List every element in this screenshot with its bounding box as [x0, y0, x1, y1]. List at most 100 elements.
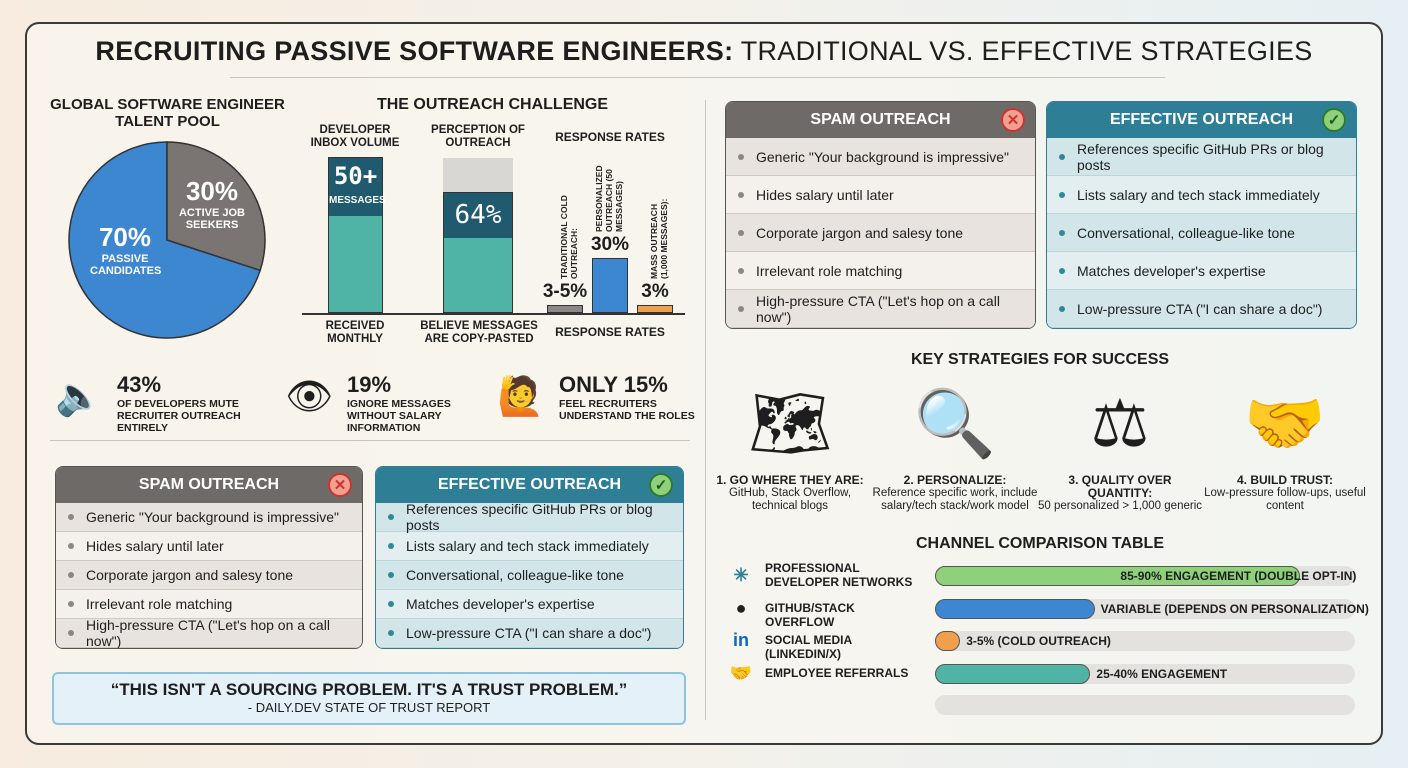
- list-item: High-pressure CTA ("Let's hop on a call …: [726, 290, 1035, 328]
- response-caption: RESPONSE RATES: [555, 325, 665, 339]
- channel-track: [935, 566, 1355, 586]
- channel-bar: [935, 631, 961, 651]
- spam-title: SPAM OUTREACH: [138, 476, 280, 493]
- list-item: Irrelevant role matching: [726, 252, 1035, 290]
- response-bar: [547, 305, 583, 313]
- strategy-title: 4. BUILD TRUST:: [1237, 473, 1333, 487]
- spam-header: SPAM OUTREACH ✕: [726, 102, 1035, 138]
- pie-slice-passive: [68, 141, 262, 339]
- column-divider: [705, 100, 706, 720]
- stat-value: 19%: [347, 372, 392, 397]
- passive-label: 70% PASSIVE CANDIDATES: [90, 222, 162, 277]
- list-item: Irrelevant role matching: [56, 590, 362, 619]
- channel-bar: [935, 598, 1095, 619]
- card-effective: EFFECTIVE OUTREACH ✓ References specific G…: [1046, 101, 1357, 329]
- list-item: References specific GitHub PRs or blog p…: [376, 501, 683, 533]
- response-value: 3-5%: [542, 281, 588, 302]
- response-title: RESPONSE RATES: [555, 130, 665, 144]
- effective-title: EFFECTIVE OUTREACH: [437, 476, 622, 493]
- inbox-title: DEVELOPER INBOX VOLUME: [310, 124, 400, 149]
- baseline: [302, 313, 685, 315]
- stat-text: OF DEVELOPERS MUTE RECRUITER OUTREACH EN…: [117, 398, 241, 434]
- channels-title: CHANNEL COMPARISON TABLE: [916, 535, 1164, 552]
- page-title: RECRUITING PASSIVE SOFTWARE ENGINEERS: T…: [95, 36, 1313, 66]
- list-item: Conversational, colleague-like tone: [376, 561, 683, 590]
- effective-title: EFFECTIVE OUTREACH: [1109, 111, 1294, 128]
- card-effective: EFFECTIVE OUTREACH ✓ References specific G…: [375, 466, 684, 649]
- list-item: Low-pressure CTA ("I can share a doc"): [1047, 290, 1356, 328]
- channel-label: 3-5% (COLD OUTREACH): [966, 634, 1111, 648]
- eye-dollar-icon: 👁: [285, 376, 334, 418]
- strategy-title: 2. PERSONALIZE:: [903, 473, 1007, 487]
- stat-value: ONLY 15%: [559, 372, 668, 397]
- channel-track: [935, 663, 1355, 684]
- quote-text: “THIS ISN'T A SOURCING PROBLEM. IT'S A T…: [110, 680, 628, 699]
- x-circle-icon: ✕: [1001, 108, 1025, 132]
- magnifier-wrench-person-icon: 🔍: [913, 386, 997, 460]
- quote-box: “THIS ISN'T A SOURCING PROBLEM. IT'S A T…: [52, 672, 686, 725]
- list-item: Generic "Your background is impressive": [726, 138, 1035, 176]
- list-item: Lists salary and tech stack immediately: [1047, 176, 1356, 214]
- response-label: TRADITIONAL COLD OUTREACH:: [559, 195, 579, 279]
- quote-source: - DAILY.DEV STATE OF TRUST REPORT: [247, 700, 491, 715]
- list-item: References specific GitHub PRs or blog p…: [1047, 138, 1356, 176]
- channel-track: [935, 631, 1355, 651]
- channel-name: EMPLOYEE REFERRALS: [765, 665, 909, 680]
- stat-text: IGNORE MESSAGES WITHOUT SALARY INFORMATI…: [347, 398, 451, 434]
- channel-label: 85-90% ENGAGEMENT (DOUBLE OPT-IN): [1120, 569, 1357, 583]
- strategy-caption: 3. QUALITY OVER QUANTITY: 50 personalized…: [1035, 474, 1205, 513]
- strategy-title: 1. GO WHERE THEY ARE:: [716, 473, 864, 487]
- response-label: MASS OUTREACH (1,000 MESSAGES):: [649, 198, 669, 279]
- list-item: Lists salary and tech stack immediately: [376, 532, 683, 561]
- github-icon: ●: [735, 597, 747, 618]
- list-item: Matches developer's expertise: [1047, 252, 1356, 290]
- outreach-title: THE OUTREACH CHALLENGE: [376, 96, 609, 113]
- stat-text: FEEL RECRUITERS UNDERSTAND THE ROLES: [559, 398, 695, 422]
- strategy-text: Reference specific work, include salary/…: [872, 487, 1038, 512]
- response-chart: 3-5% TRADITIONAL COLD OUTREACH: 30% PERSONA…: [540, 150, 685, 313]
- list-item: Generic "Your background is impressive": [56, 503, 362, 532]
- handshake-icon: 🤝: [729, 662, 753, 683]
- map-compass-code-icon: 🗺: [748, 386, 832, 460]
- divider: [230, 77, 1165, 78]
- strategy-caption: 1. GO WHERE THEY ARE: GitHub, Stack Overf…: [705, 474, 875, 513]
- perception-title: PERCEPTION OF OUTREACH: [431, 124, 525, 149]
- check-circle-icon: ✓: [1322, 108, 1346, 132]
- strategy-text: Low-pressure follow-ups, useful content: [1204, 487, 1366, 512]
- stat: 43% OF DEVELOPERS MUTE RECRUITER OUTREACH…: [117, 372, 267, 434]
- channel-label: VARIABLE (DEPENDS ON PERSONALIZATION): [1100, 601, 1369, 616]
- empty-track: [935, 695, 1355, 715]
- list-item: Conversational, colleague-like tone: [1047, 214, 1356, 252]
- talent-pool-title: GLOBAL SOFTWARE ENGINEER TALENT POOL: [50, 96, 285, 130]
- strategy-title: 3. QUALITY OVER QUANTITY:: [1068, 473, 1172, 500]
- spam-title: SPAM OUTREACH: [810, 111, 951, 128]
- inbox-bar: 50+ MESSAGES: [328, 157, 386, 313]
- effective-header: EFFECTIVE OUTREACH ✓: [1047, 102, 1356, 138]
- x-circle-icon: ✕: [328, 473, 352, 497]
- channel-bar: [935, 566, 1301, 586]
- list-item: Low-pressure CTA ("I can share a doc"): [376, 619, 683, 648]
- check-circle-icon: ✓: [649, 473, 673, 497]
- card-spam: SPAM OUTREACH ✕ Generic "Your background i…: [725, 101, 1036, 329]
- list-item: Hides salary until later: [56, 532, 362, 561]
- channel-bar: [935, 663, 1091, 684]
- perception-caption: BELIEVE MESSAGES ARE COPY-PASTED: [420, 320, 538, 345]
- perception-fill: 64%: [443, 192, 513, 313]
- spam-header: SPAM OUTREACH ✕: [56, 467, 362, 503]
- stat: 19% IGNORE MESSAGES WITHOUT SALARY INFORM…: [347, 372, 497, 434]
- list-item: Hides salary until later: [726, 176, 1035, 214]
- response-label: PERSONALIZED OUTREACH (50 MESSAGES): [594, 165, 624, 232]
- strategy-caption: 4. BUILD TRUST: Low-pressure follow-ups, …: [1200, 474, 1370, 513]
- inbox-caption: RECEIVED MONTHLY: [325, 320, 385, 345]
- effective-list: References specific GitHub PRs or blog p…: [376, 501, 683, 648]
- channel-track: [935, 598, 1355, 619]
- strategy-text: GitHub, Stack Overflow, technical blogs: [728, 487, 852, 512]
- strategy-caption: 2. PERSONALIZE: Reference specific work, …: [870, 474, 1040, 513]
- card-spam: SPAM OUTREACH ✕ Generic "Your background i…: [55, 466, 363, 649]
- divider: [50, 440, 690, 441]
- network-icon: ✳: [733, 565, 749, 585]
- linkedin-icon: in: [733, 630, 749, 650]
- list-item: High-pressure CTA ("Let's hop on a call …: [56, 617, 362, 648]
- list-item: Corporate jargon and salesy tone: [56, 561, 362, 590]
- stat-value: 43%: [117, 372, 162, 397]
